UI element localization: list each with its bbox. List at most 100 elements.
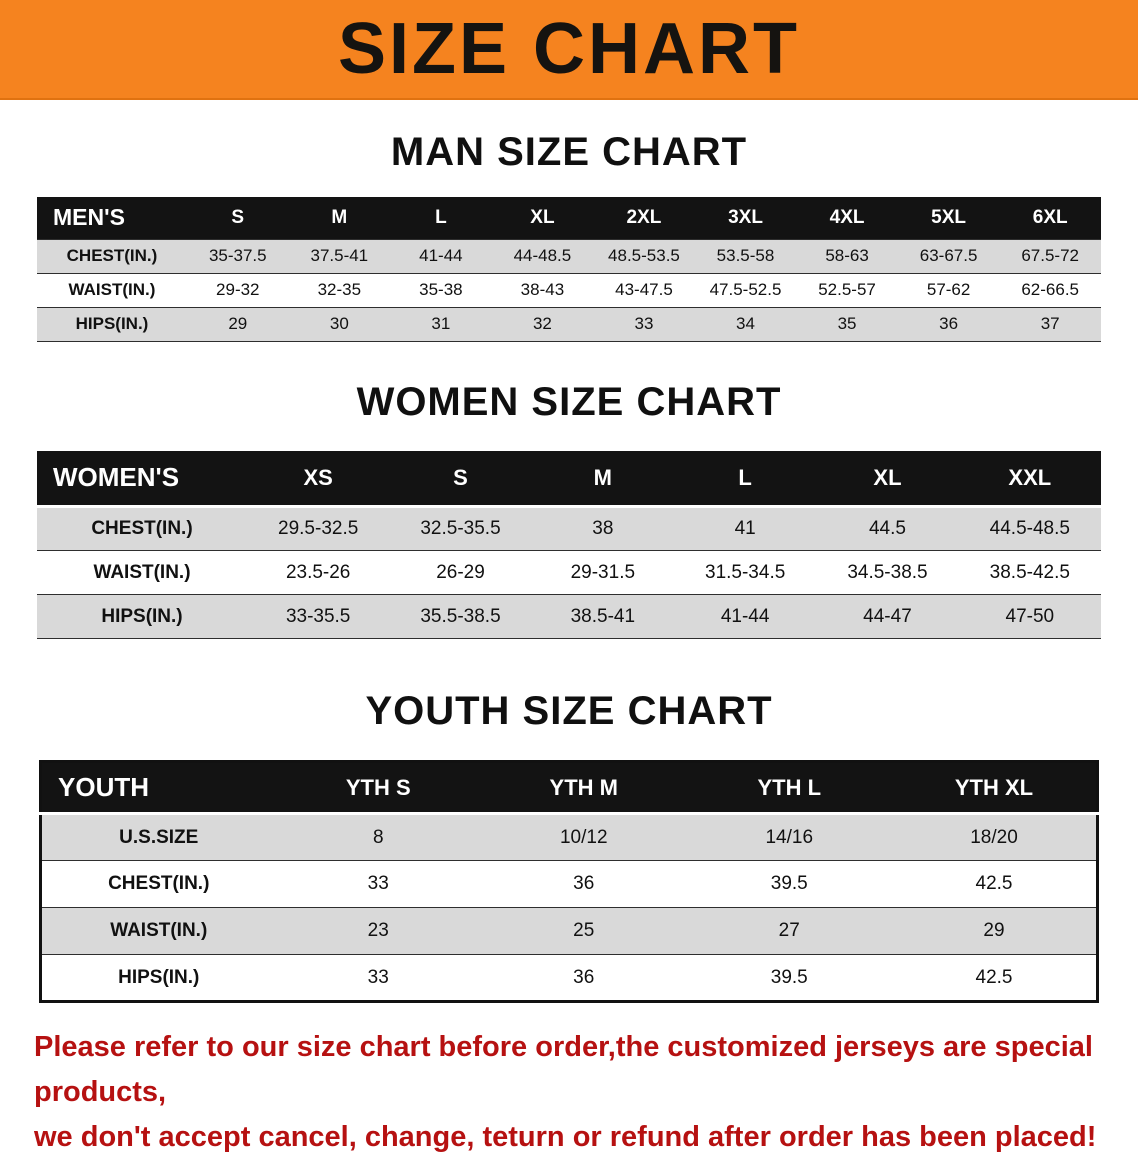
- size-value-cell: 44-47: [816, 594, 959, 639]
- size-value-cell: 52.5-57: [796, 272, 898, 308]
- table-row: WAIST(IN.) 23.5-26 26-29 29-31.5 31.5-34.5 34…: [37, 550, 1101, 595]
- table-row: CHEST(IN.) 33 36 39.5 42.5: [40, 860, 1098, 908]
- table-row: U.S.SIZE 8 10/12 14/16 18/20: [40, 813, 1098, 861]
- size-value-cell: 43-47.5: [593, 272, 695, 308]
- size-value-cell: 37: [999, 306, 1101, 342]
- table-row: HIPS(IN.) 33-35.5 35.5-38.5 38.5-41 41-44 44-…: [37, 594, 1101, 639]
- youth-section-heading: YOUTH SIZE CHART: [365, 689, 773, 733]
- size-column-header: YTH M: [481, 761, 687, 815]
- row-label: HIPS(IN.): [37, 306, 187, 342]
- size-column-header: L: [390, 197, 492, 239]
- table-corner-label: MEN'S: [37, 197, 187, 239]
- row-label: HIPS(IN.): [40, 954, 276, 1002]
- disclaimer: Please refer to our size chart before or…: [34, 1025, 1104, 1160]
- row-label: WAIST(IN.): [40, 907, 276, 955]
- size-value-cell: 35-38: [390, 272, 492, 308]
- size-value-cell: 32: [491, 306, 594, 342]
- size-value-cell: 33: [275, 954, 481, 1002]
- size-value-cell: 29.5-32.5: [247, 506, 390, 551]
- size-value-cell: 42.5: [892, 860, 1098, 908]
- size-value-cell: 18/20: [892, 813, 1098, 861]
- size-value-cell: 10/12: [481, 813, 687, 861]
- table-row: WAIST(IN.) 23 25 27 29: [40, 907, 1098, 955]
- size-value-cell: 33: [593, 306, 695, 342]
- size-value-cell: 47.5-52.5: [694, 272, 797, 308]
- size-column-header: XL: [816, 450, 959, 508]
- size-value-cell: 30: [288, 306, 391, 342]
- size-value-cell: 44-48.5: [491, 238, 594, 274]
- row-label: U.S.SIZE: [40, 813, 276, 861]
- size-value-cell: 41-44: [390, 238, 492, 274]
- size-column-header: YTH XL: [892, 761, 1098, 815]
- size-column-header: S: [389, 450, 532, 508]
- men-size-table: MEN'S S M L XL 2XL 3XL 4XL 5XL 6XL CHEST(IN.) 35-37…: [37, 197, 1101, 342]
- size-value-cell: 29: [187, 306, 289, 342]
- women-size-table: WOMEN'S XS S M L XL XXL CHEST(IN.) 29.5-32.5 32.5…: [37, 450, 1101, 639]
- size-value-cell: 29: [892, 907, 1098, 955]
- size-value-cell: 62-66.5: [999, 272, 1101, 308]
- size-value-cell: 35-37.5: [187, 238, 289, 274]
- size-value-cell: 38: [531, 506, 674, 551]
- youth-size-table: YOUTH YTH S YTH M YTH L YTH XL U.S.SIZE 8 10/12…: [39, 760, 1099, 1003]
- size-value-cell: 35: [796, 306, 898, 342]
- table-row: HIPS(IN.) 33 36 39.5 42.5: [40, 954, 1098, 1002]
- size-column-header: 6XL: [999, 197, 1101, 239]
- size-value-cell: 38.5-41: [531, 594, 674, 639]
- size-value-cell: 32.5-35.5: [389, 506, 532, 551]
- size-value-cell: 31: [390, 306, 492, 342]
- size-value-cell: 44.5: [816, 506, 959, 551]
- size-value-cell: 41: [673, 506, 817, 551]
- table-row: WAIST(IN.) 29-32 32-35 35-38 38-43 43-47.5 47.…: [37, 272, 1101, 308]
- banner: SIZE CHART: [0, 0, 1138, 100]
- row-label: WAIST(IN.): [37, 550, 247, 595]
- content: MAN SIZE CHART MEN'S S M L XL 2XL 3XL 4XL 5XL 6XL…: [0, 130, 1138, 1160]
- table-row: HIPS(IN.) 29 30 31 32 33 34 35 36 37: [37, 306, 1101, 342]
- size-value-cell: 29-31.5: [531, 550, 674, 595]
- size-value-cell: 37.5-41: [288, 238, 391, 274]
- size-value-cell: 27: [686, 907, 892, 955]
- size-column-header: M: [288, 197, 391, 239]
- size-value-cell: 23: [275, 907, 481, 955]
- women-section-heading: WOMEN SIZE CHART: [356, 379, 782, 424]
- row-label: CHEST(IN.): [37, 506, 247, 551]
- size-value-cell: 47-50: [958, 594, 1101, 639]
- size-column-header: M: [531, 450, 674, 508]
- size-column-header: XL: [491, 197, 594, 239]
- size-value-cell: 48.5-53.5: [593, 238, 695, 274]
- table-corner-label: WOMEN'S: [37, 450, 247, 508]
- size-value-cell: 39.5: [686, 860, 892, 908]
- size-column-header: L: [673, 450, 817, 508]
- size-value-cell: 33: [275, 860, 481, 908]
- size-column-header: 4XL: [796, 197, 898, 239]
- size-value-cell: 38-43: [491, 272, 594, 308]
- size-value-cell: 35.5-38.5: [389, 594, 532, 639]
- size-column-header: 3XL: [694, 197, 797, 239]
- men-size-section: MAN SIZE CHART MEN'S S M L XL 2XL 3XL 4XL 5XL 6XL…: [0, 130, 1138, 342]
- row-label: CHEST(IN.): [37, 238, 187, 274]
- row-label: HIPS(IN.): [37, 594, 247, 639]
- women-size-section: WOMEN SIZE CHART WOMEN'S XS S M L XL XXL CHEST(…: [0, 379, 1138, 639]
- size-value-cell: 14/16: [686, 813, 892, 861]
- size-value-cell: 63-67.5: [897, 238, 1000, 274]
- size-value-cell: 41-44: [673, 594, 817, 639]
- size-value-cell: 34: [694, 306, 797, 342]
- size-value-cell: 36: [481, 954, 687, 1002]
- size-value-cell: 32-35: [288, 272, 391, 308]
- size-value-cell: 33-35.5: [247, 594, 390, 639]
- size-value-cell: 23.5-26: [247, 550, 390, 595]
- size-value-cell: 38.5-42.5: [958, 550, 1101, 595]
- page-title: SIZE CHART: [338, 9, 800, 89]
- table-corner-label: YOUTH: [40, 761, 276, 815]
- size-value-cell: 36: [481, 860, 687, 908]
- size-column-header: XS: [247, 450, 390, 508]
- size-value-cell: 8: [275, 813, 481, 861]
- size-value-cell: 53.5-58: [694, 238, 797, 274]
- size-value-cell: 34.5-38.5: [816, 550, 959, 595]
- size-value-cell: 39.5: [686, 954, 892, 1002]
- row-label: WAIST(IN.): [37, 272, 187, 308]
- men-section-heading: MAN SIZE CHART: [390, 130, 748, 174]
- row-label: CHEST(IN.): [40, 860, 276, 908]
- table-row: CHEST(IN.) 35-37.5 37.5-41 41-44 44-48.5 48.5…: [37, 238, 1101, 274]
- size-value-cell: 57-62: [897, 272, 1000, 308]
